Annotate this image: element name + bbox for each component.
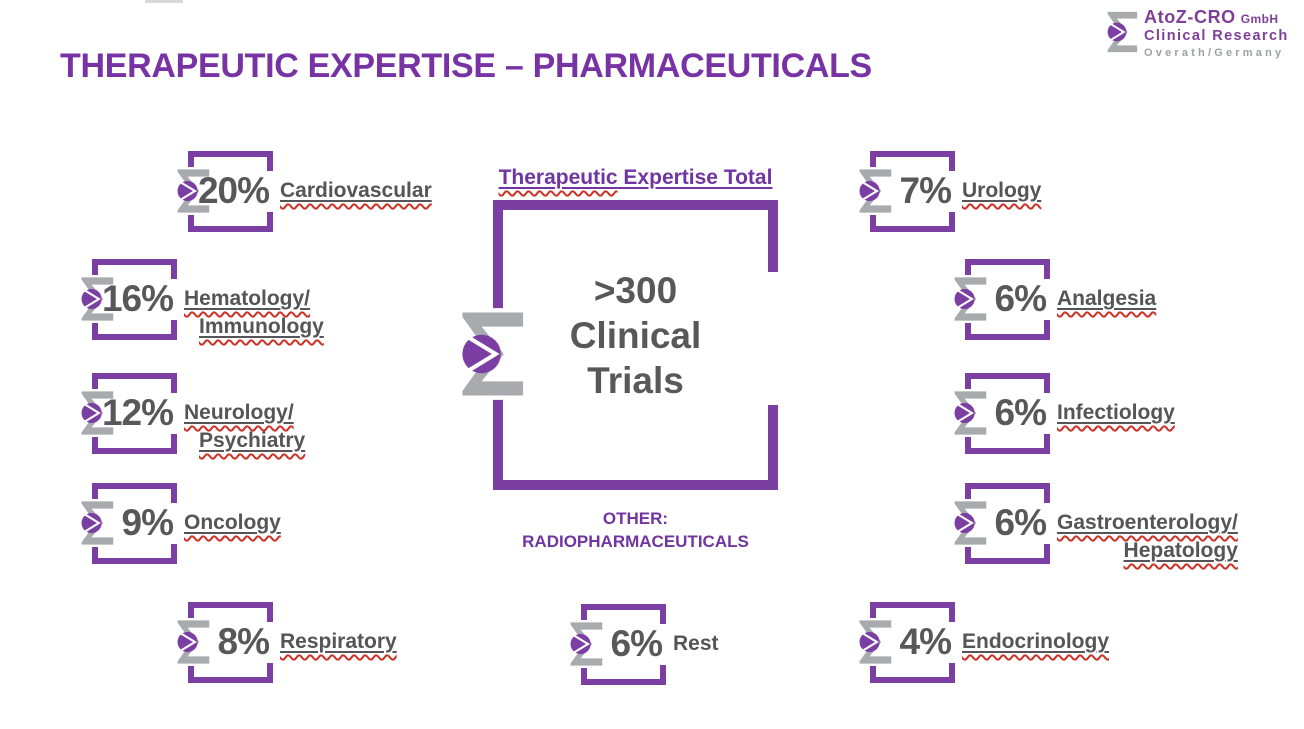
company-tagline: Clinical Research	[1144, 28, 1289, 44]
total-trials-line1: >300	[593, 270, 678, 311]
stat-label: Oncology	[184, 509, 281, 537]
stat-label-line1: Neurology/	[184, 401, 294, 424]
stat-percent: 6%	[610, 623, 663, 664]
stat-percent: 8%	[217, 621, 270, 662]
slide-title: THERAPEUTIC EXPERTISE – PHARMACEUTICALS	[60, 47, 872, 85]
stat-item-endocrinology: 4% Endocrinology	[870, 602, 1109, 683]
other-note: OTHER: RADIOPHARMACEUTICALS	[493, 507, 778, 553]
stat-item-respiratory: 8% Respiratory	[188, 602, 397, 683]
stat-label: Infectiology	[1057, 399, 1175, 427]
stat-item-infectiology: 6% Infectiology	[965, 373, 1175, 454]
stat-label-line1: Hematology/	[184, 287, 311, 310]
stat-item-analgesia: 6% Analgesia	[965, 259, 1156, 340]
stat-item-oncology: 9% Oncology	[92, 483, 281, 564]
stat-label: Endocrinology	[962, 628, 1109, 656]
company-logo: AtoZ-CRO GmbH Clinical Research Overath/G…	[1104, 8, 1289, 59]
stat-item-urology: 7% Urology	[870, 151, 1041, 232]
stat-label: Neurology/ Psychiatry	[184, 399, 305, 455]
stat-label-text: Infectiology	[1057, 401, 1175, 424]
company-name-main: AtoZ-CRO	[1144, 7, 1236, 27]
stat-item-hematology-immunology: 16% Hematology/ Immunology	[92, 259, 324, 340]
company-logo-text: AtoZ-CRO GmbH Clinical Research Overath/G…	[1144, 8, 1289, 59]
stat-label-text: Cardiovascular	[280, 179, 432, 202]
total-trials-line3: Trials	[587, 360, 684, 401]
center-heading: Therapeutic Expertise Total	[493, 166, 778, 190]
stat-label: Cardiovascular	[280, 177, 432, 205]
stat-item-cardiovascular: 20% Cardiovascular	[188, 151, 432, 232]
total-trials-text: >300 Clinical Trials	[493, 268, 778, 403]
stat-label: Respiratory	[280, 628, 397, 656]
stat-percent: 6%	[994, 278, 1047, 319]
stat-label: Analgesia	[1057, 285, 1156, 313]
stat-label-text: Endocrinology	[962, 630, 1109, 653]
stat-label: Gastroenterology/ Hepatology	[1057, 509, 1238, 565]
center-heading-word1: Therapeutic	[498, 166, 618, 189]
stat-label-text: Respiratory	[280, 630, 397, 653]
stat-percent: 9%	[121, 502, 174, 543]
stat-percent: 4%	[899, 621, 952, 662]
stat-label-line2: Hepatology	[1123, 539, 1238, 562]
stat-percent: 16%	[101, 278, 174, 319]
stat-label-line1: Gastroenterology/	[1057, 511, 1238, 534]
stat-label-text: Oncology	[184, 511, 281, 534]
stat-label-text: Analgesia	[1057, 287, 1157, 310]
stat-label-line2: Immunology	[199, 315, 324, 338]
company-legal-form: GmbH	[1240, 12, 1279, 26]
stat-item-rest: 6% Rest	[581, 604, 719, 685]
stat-label-text: Rest	[673, 632, 719, 655]
stat-percent: 12%	[101, 392, 174, 433]
total-trials-line2: Clinical	[569, 315, 702, 356]
stat-label: Urology	[962, 177, 1041, 205]
stat-label-line2: Psychiatry	[199, 429, 306, 452]
stat-percent: 6%	[994, 502, 1047, 543]
stat-item-neurology-psychiatry: 12% Neurology/ Psychiatry	[92, 373, 305, 454]
screen-artifact	[145, 0, 183, 3]
company-location: Overath/Germany	[1144, 46, 1285, 59]
sigma-logo-icon	[1104, 8, 1140, 56]
stat-label: Hematology/ Immunology	[184, 285, 324, 341]
stat-percent: 6%	[994, 392, 1047, 433]
company-name: AtoZ-CRO GmbH	[1144, 8, 1289, 26]
stat-percent: 20%	[197, 170, 270, 211]
stat-percent: 7%	[899, 170, 952, 211]
stat-item-gastroenterology-hepatology: 6% Gastroenterology/ Hepatology	[965, 483, 1238, 564]
stat-label-text: Urology	[962, 179, 1042, 202]
stat-label: Rest	[673, 630, 719, 658]
center-heading-rest: Expertise Total	[617, 166, 773, 189]
other-note-value: RADIOPHARMACEUTICALS	[522, 532, 749, 551]
other-note-label: OTHER:	[602, 509, 669, 528]
